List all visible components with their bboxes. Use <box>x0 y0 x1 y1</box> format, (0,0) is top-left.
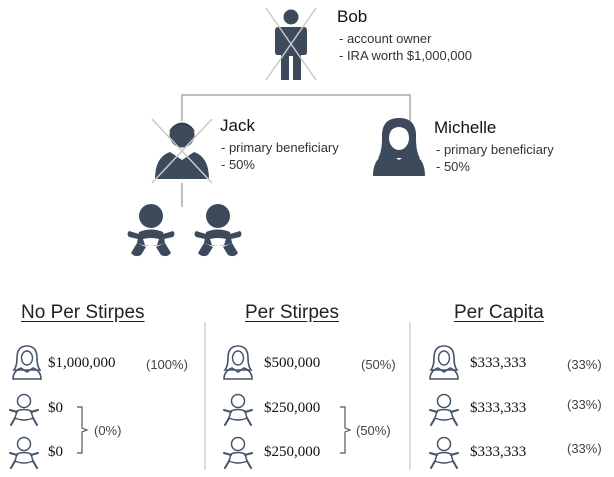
bracket-icon <box>77 406 89 454</box>
michelle-description-2: - 50% <box>436 159 470 174</box>
amount-child-2: $250,000 <box>264 444 321 460</box>
amount-child-2: $333,333 <box>470 444 527 460</box>
woman-outline-icon <box>12 345 42 380</box>
owner-name: Bob <box>337 7 368 26</box>
percent-michelle: (33%) <box>567 357 602 372</box>
amount-child-1: $250,000 <box>264 400 321 416</box>
percent-michelle: (50%) <box>361 357 396 372</box>
baby-icon-2 <box>194 204 242 257</box>
person-icon-bob <box>265 7 317 81</box>
woman-outline-icon <box>223 345 253 380</box>
baby-outline-icon <box>9 393 39 426</box>
owner-description-1: - account owner <box>339 31 432 46</box>
jack-description-2: - 50% <box>221 157 255 172</box>
percent-child-2: (33%) <box>567 441 602 456</box>
scenario-title: No Per Stirpes <box>21 302 145 323</box>
baby-outline-icon <box>223 436 253 469</box>
amount-michelle: $1,000,000 <box>48 355 116 371</box>
owner-description-2: - IRA worth $1,000,000 <box>339 48 472 63</box>
percent-child-1: (33%) <box>567 397 602 412</box>
bracket-icon <box>340 406 352 454</box>
tree-connectors <box>181 94 411 207</box>
michelle-description-1: - primary beneficiary <box>436 142 554 157</box>
baby-outline-icon <box>9 436 39 469</box>
bracket-percent: (0%) <box>94 423 122 438</box>
bracket-percent: (50%) <box>356 423 391 438</box>
jack-description-1: - primary beneficiary <box>221 140 339 155</box>
woman-outline-icon <box>429 345 459 380</box>
baby-outline-icon <box>429 393 459 426</box>
person-icon-jack <box>151 118 213 184</box>
baby-icon-1 <box>127 204 175 257</box>
amount-child-2: $0 <box>48 444 63 460</box>
baby-outline-icon <box>223 393 253 426</box>
scenario-title: Per Stirpes <box>245 302 339 323</box>
amount-michelle: $500,000 <box>264 355 321 371</box>
amount-michelle: $333,333 <box>470 355 527 371</box>
person-icon-michelle <box>373 118 425 176</box>
amount-child-1: $333,333 <box>470 400 527 416</box>
percent-michelle: (100%) <box>146 357 188 372</box>
amount-child-1: $0 <box>48 400 63 416</box>
beneficiary-name-michelle: Michelle <box>434 118 497 137</box>
beneficiary-name-jack: Jack <box>220 116 255 135</box>
scenario-title: Per Capita <box>454 302 544 323</box>
baby-outline-icon <box>429 436 459 469</box>
